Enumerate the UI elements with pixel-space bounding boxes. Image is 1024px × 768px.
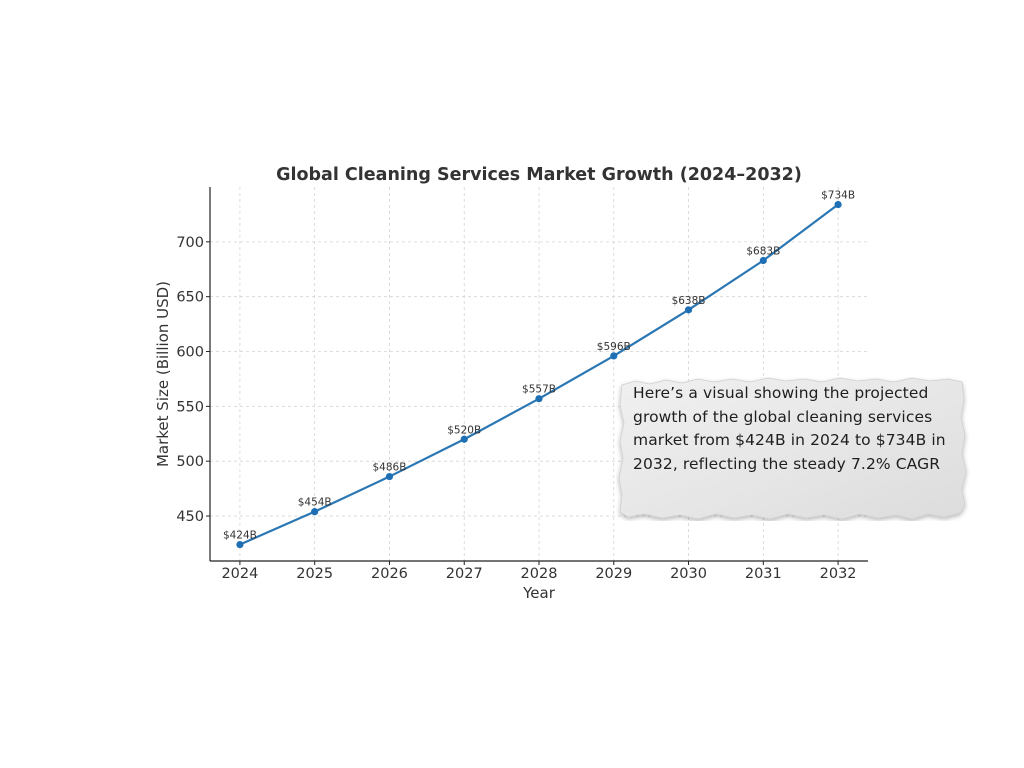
- data-point: [759, 256, 767, 265]
- note-text: Here’s a visual showing the projected gr…: [633, 384, 946, 473]
- torn-paper-note: Here’s a visual showing the projected gr…: [616, 377, 970, 521]
- data-point: [610, 352, 618, 360]
- data-point: [834, 200, 842, 209]
- y-tick-label: 600: [176, 345, 204, 361]
- data-label: $734B: [821, 190, 855, 202]
- grid: [210, 187, 868, 561]
- x-axis-label: Year: [522, 584, 556, 602]
- data-point: [385, 472, 394, 481]
- x-tick-label: 2031: [745, 566, 782, 582]
- data-label: $638B: [672, 295, 706, 307]
- y-tick-label: 650: [176, 290, 204, 306]
- y-tick-label: 700: [176, 235, 204, 251]
- series: [236, 200, 842, 549]
- x-tick-label: 2024: [221, 566, 258, 582]
- x-tick-label: 2029: [595, 566, 632, 582]
- data-label: $520B: [447, 424, 481, 436]
- data-point: [236, 540, 244, 549]
- chart-title: Global Cleaning Services Market Growth (…: [276, 165, 802, 185]
- data-label: $454B: [298, 497, 332, 509]
- data-label: $486B: [372, 462, 406, 474]
- y-tick-label: 500: [176, 454, 204, 470]
- x-tick-label: 2028: [521, 566, 558, 582]
- data-point: [311, 508, 319, 516]
- y-tick-label: 450: [176, 509, 204, 525]
- x-tick-label: 2026: [371, 566, 408, 582]
- data-label: $683B: [746, 245, 780, 257]
- data-point: [460, 435, 468, 443]
- data-label: $596B: [597, 341, 631, 353]
- x-tick-label: 2030: [670, 566, 707, 582]
- data-point: [535, 395, 543, 403]
- y-axis-label: Market Size (Billion USD): [154, 281, 172, 467]
- data-label: $424B: [223, 530, 257, 542]
- ticks: 2024 2025 2026 2027 2028 2029 2030 2031 2032 450 5…: [176, 235, 856, 582]
- y-tick-label: 550: [176, 399, 204, 415]
- x-tick-label: 2025: [296, 566, 333, 582]
- x-tick-label: 2027: [446, 566, 483, 582]
- x-tick-label: 2032: [820, 566, 857, 582]
- data-point: [684, 306, 693, 314]
- torn-paper-shape: [618, 377, 967, 520]
- data-labels: $424B $454B $486B $520B $557B $596B $638B $683B…: [223, 190, 855, 542]
- data-label: $557B: [522, 384, 556, 396]
